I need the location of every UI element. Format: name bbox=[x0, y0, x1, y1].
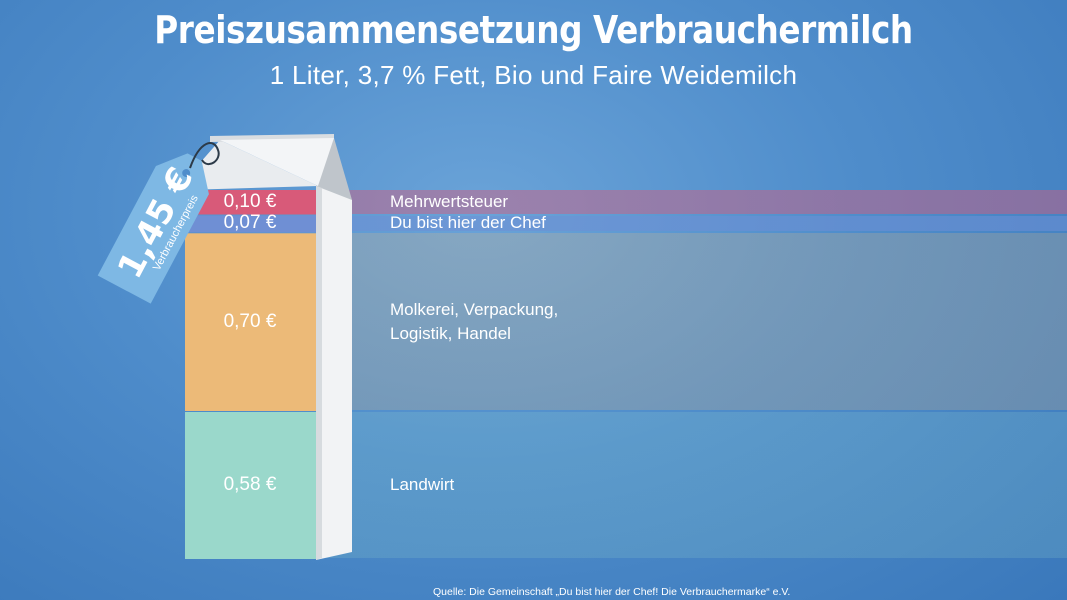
chart-source: Quelle: Die Gemeinschaft „Du bist hier d… bbox=[433, 586, 791, 598]
price-tag-hole bbox=[182, 169, 191, 178]
carton-segment bbox=[185, 233, 316, 411]
carton-top-back bbox=[220, 138, 334, 186]
segment-label: Du bist hier der Chef bbox=[390, 213, 546, 233]
segment-value: 0,58 € bbox=[223, 474, 277, 495]
segment-value: 0,07 € bbox=[223, 212, 277, 234]
segment-label: Landwirt bbox=[390, 475, 455, 494]
segment-band bbox=[185, 215, 1067, 232]
chart-title: Preiszusammensetzung Verbrauchermilch bbox=[154, 8, 913, 52]
carton-front bbox=[185, 190, 316, 559]
segment-band bbox=[185, 190, 1067, 214]
carton-top-side bbox=[316, 138, 352, 203]
carton-segment bbox=[185, 215, 316, 233]
carton-segment bbox=[185, 412, 316, 559]
carton-side bbox=[316, 186, 352, 560]
carton-side-shade bbox=[316, 186, 322, 560]
segment-value: 0,70 € bbox=[223, 310, 277, 332]
price-tag-string bbox=[189, 142, 220, 169]
chart-subtitle: 1 Liter, 3,7 % Fett, Bio und Faire Weide… bbox=[269, 60, 798, 90]
price-tag-shape bbox=[97, 153, 209, 304]
segment-label: Mehrwertsteuer bbox=[390, 191, 509, 211]
segment-value: 0,10 € bbox=[223, 190, 277, 212]
segment-label: Molkerei, Verpackung, Logistik, Handel bbox=[390, 299, 559, 343]
